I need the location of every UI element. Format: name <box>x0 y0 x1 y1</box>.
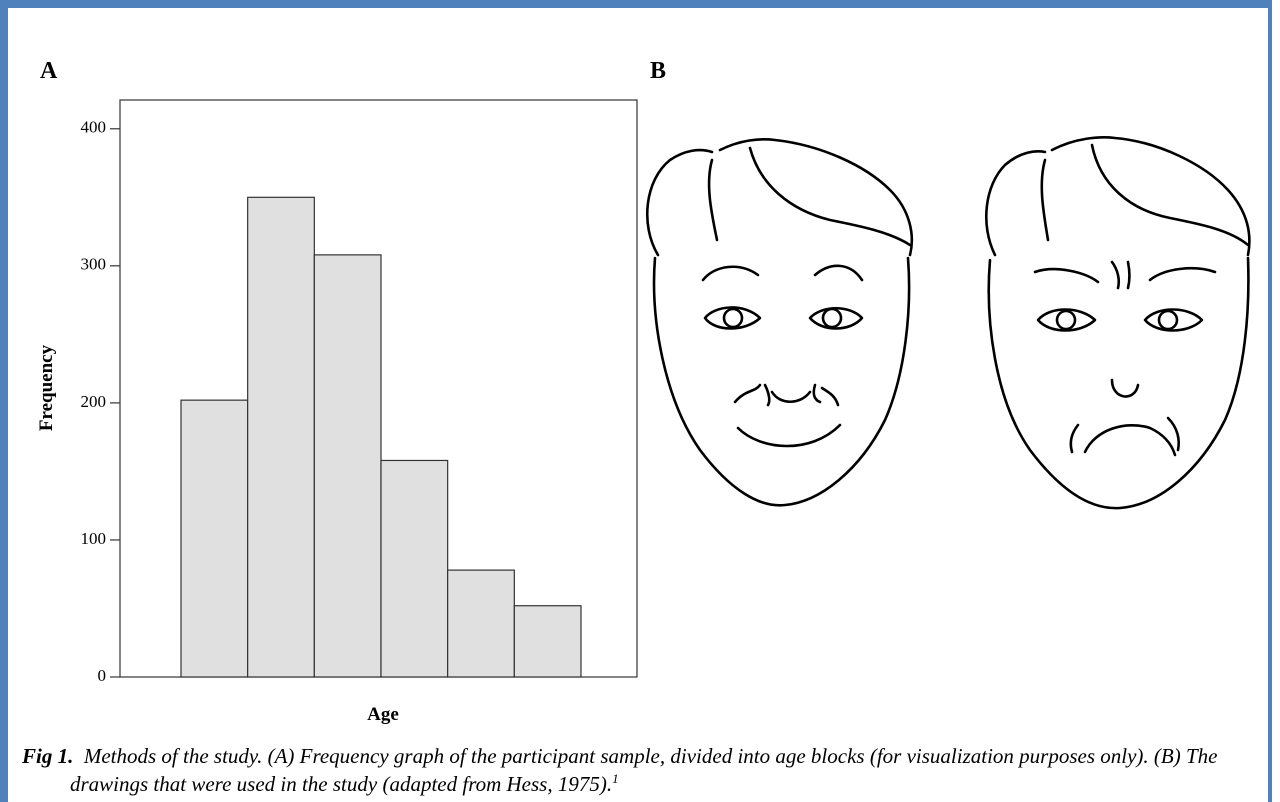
histogram-bar <box>513 605 582 678</box>
histogram-bar <box>180 399 249 678</box>
histogram-bar <box>447 569 515 678</box>
figure-caption: Fig 1. Methods of the study. (A) Frequen… <box>22 742 1272 798</box>
y-tick-label: 300 <box>81 255 107 274</box>
panel-label: A <box>40 58 58 84</box>
y-tick-label: 400 <box>81 118 107 137</box>
caption-reference: 1 <box>612 771 619 786</box>
caption-text: Methods of the study. (A) Frequency grap… <box>70 744 1218 796</box>
y-tick-label: 200 <box>81 392 107 411</box>
sad-face-drawing <box>985 136 1251 510</box>
y-tick-label: 0 <box>98 666 107 685</box>
happy-face-drawing <box>646 138 914 507</box>
y-tick-label: 100 <box>81 529 107 548</box>
histogram-bar <box>380 459 449 678</box>
x-axis-label: Age <box>367 704 399 725</box>
panel-label: B <box>650 58 666 84</box>
y-axis-label: Frequency <box>36 344 57 431</box>
caption-label: Fig 1. <box>22 744 74 768</box>
histogram-bar <box>313 254 382 678</box>
histogram-bar <box>247 196 315 678</box>
